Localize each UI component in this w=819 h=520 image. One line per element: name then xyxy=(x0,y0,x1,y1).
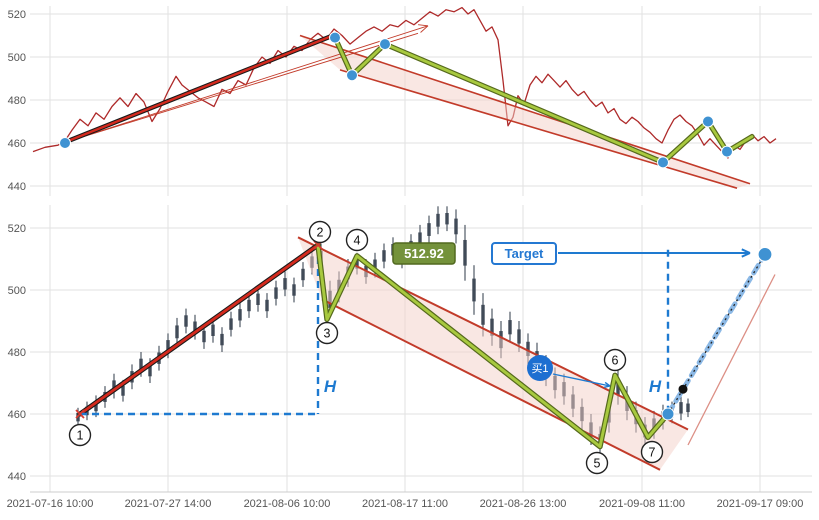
wave-number-text: 5 xyxy=(594,457,601,471)
x-axis-tick-label: 2021-09-17 09:00 xyxy=(717,498,804,510)
fan-line xyxy=(62,25,429,144)
arrow-head xyxy=(741,248,751,254)
y-axis-tick-label: 460 xyxy=(8,138,26,150)
price-label-text: 512.92 xyxy=(404,246,444,261)
h-label: H xyxy=(649,377,662,396)
wave-number-circle[interactable] xyxy=(308,220,332,244)
x-axis-tick-label: 2021-08-17 11:00 xyxy=(362,498,448,510)
pivot-dot[interactable] xyxy=(329,31,341,44)
wave-number-text: 6 xyxy=(612,354,619,368)
wave-number-text: 1 xyxy=(77,429,84,443)
pivot-dot[interactable] xyxy=(721,145,733,158)
arrow-head xyxy=(604,381,611,387)
y-axis-tick-label: 440 xyxy=(8,181,26,193)
buy-marker-text: 买1 xyxy=(531,362,548,375)
price-label-box[interactable] xyxy=(392,242,456,265)
pivot-dot[interactable] xyxy=(346,69,358,82)
wave-number-text: 7 xyxy=(649,446,656,460)
x-axis-tick-label: 2021-08-06 10:00 xyxy=(244,498,331,510)
uptrend-line[interactable] xyxy=(61,34,335,145)
y-axis-tick-label: 480 xyxy=(8,347,26,359)
pivot-dot[interactable] xyxy=(657,156,669,169)
target-label-box[interactable] xyxy=(491,242,557,265)
wave-number-circle[interactable] xyxy=(315,321,339,345)
y-axis-tick-label: 500 xyxy=(8,52,26,64)
fan-line xyxy=(62,32,419,144)
wave-number-text: 2 xyxy=(317,226,324,240)
wave-number-circle[interactable] xyxy=(640,440,664,464)
target-label-text: Target xyxy=(505,246,544,261)
channel-upper-line[interactable] xyxy=(299,34,751,185)
h-label: H xyxy=(324,377,337,396)
wave-number-circle[interactable] xyxy=(345,228,369,252)
channel-lower-line[interactable] xyxy=(339,69,738,189)
pivot-dot[interactable] xyxy=(379,38,391,51)
target-dot[interactable] xyxy=(757,246,773,262)
projection-dotted-line xyxy=(667,254,766,415)
projection-parallel-line xyxy=(687,274,776,446)
buy-arrow xyxy=(552,373,611,387)
wave-number-circle[interactable] xyxy=(68,423,92,447)
x-axis-tick-label: 2021-07-16 10:00 xyxy=(7,498,94,510)
entry-dot[interactable] xyxy=(661,407,675,421)
pivot-dot[interactable] xyxy=(59,137,71,149)
arrow-head xyxy=(420,25,429,33)
black-dot[interactable] xyxy=(678,384,688,394)
y-axis-tick-label: 520 xyxy=(8,223,26,235)
uptrend-line[interactable] xyxy=(78,243,320,416)
y-axis-tick-label: 440 xyxy=(8,471,26,483)
x-axis-tick-label: 2021-07-27 14:00 xyxy=(125,498,212,510)
buy-marker[interactable] xyxy=(527,355,553,381)
channel-fill xyxy=(298,237,688,470)
arrow-head xyxy=(741,252,751,258)
wave-number-circle[interactable] xyxy=(603,348,627,372)
y-axis-tick-label: 500 xyxy=(8,285,26,297)
pivot-dot[interactable] xyxy=(702,115,714,128)
x-axis-tick-label: 2021-09-08 11:00 xyxy=(599,498,685,510)
wave-number-text: 3 xyxy=(324,327,331,341)
price-line xyxy=(32,6,777,159)
x-axis-tick-label: 2021-08-26 13:00 xyxy=(480,498,567,510)
arrow-head xyxy=(418,24,429,27)
wave-number-circle[interactable] xyxy=(585,451,609,475)
y-axis-tick-label: 520 xyxy=(8,9,26,21)
y-axis-tick-label: 460 xyxy=(8,409,26,421)
channel-upper-line[interactable] xyxy=(297,236,689,431)
wave-number-text: 4 xyxy=(354,234,361,248)
x-marker xyxy=(75,409,85,419)
y-axis-tick-label: 480 xyxy=(8,95,26,107)
arrow-head xyxy=(603,385,611,388)
zigzag-line[interactable] xyxy=(316,243,670,449)
